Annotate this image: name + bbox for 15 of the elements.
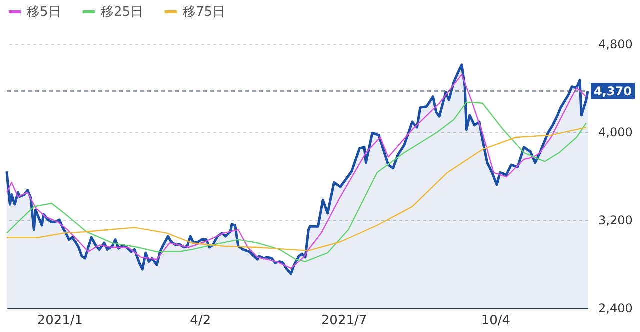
legend-label: 移75日 [183, 5, 226, 20]
line-series [6, 102, 588, 262]
line-series [6, 74, 588, 269]
y-tick-label: 4,000 [598, 126, 633, 140]
x-tick-label: 4/2 [190, 314, 212, 328]
y-tick-label: 4,800 [598, 38, 633, 52]
x-tick-label: 2021/7 [321, 314, 368, 328]
legend-label: 移25日 [101, 5, 144, 20]
line-series [6, 127, 588, 252]
legend-label: 移5日 [27, 5, 62, 20]
x-tick-label: 2021/1 [37, 314, 84, 328]
ref-line-label: 4,370 [594, 84, 632, 98]
y-tick-label: 3,200 [598, 214, 633, 228]
y-tick-label: 2,400 [598, 302, 633, 316]
x-tick-label: 10/4 [481, 314, 511, 328]
